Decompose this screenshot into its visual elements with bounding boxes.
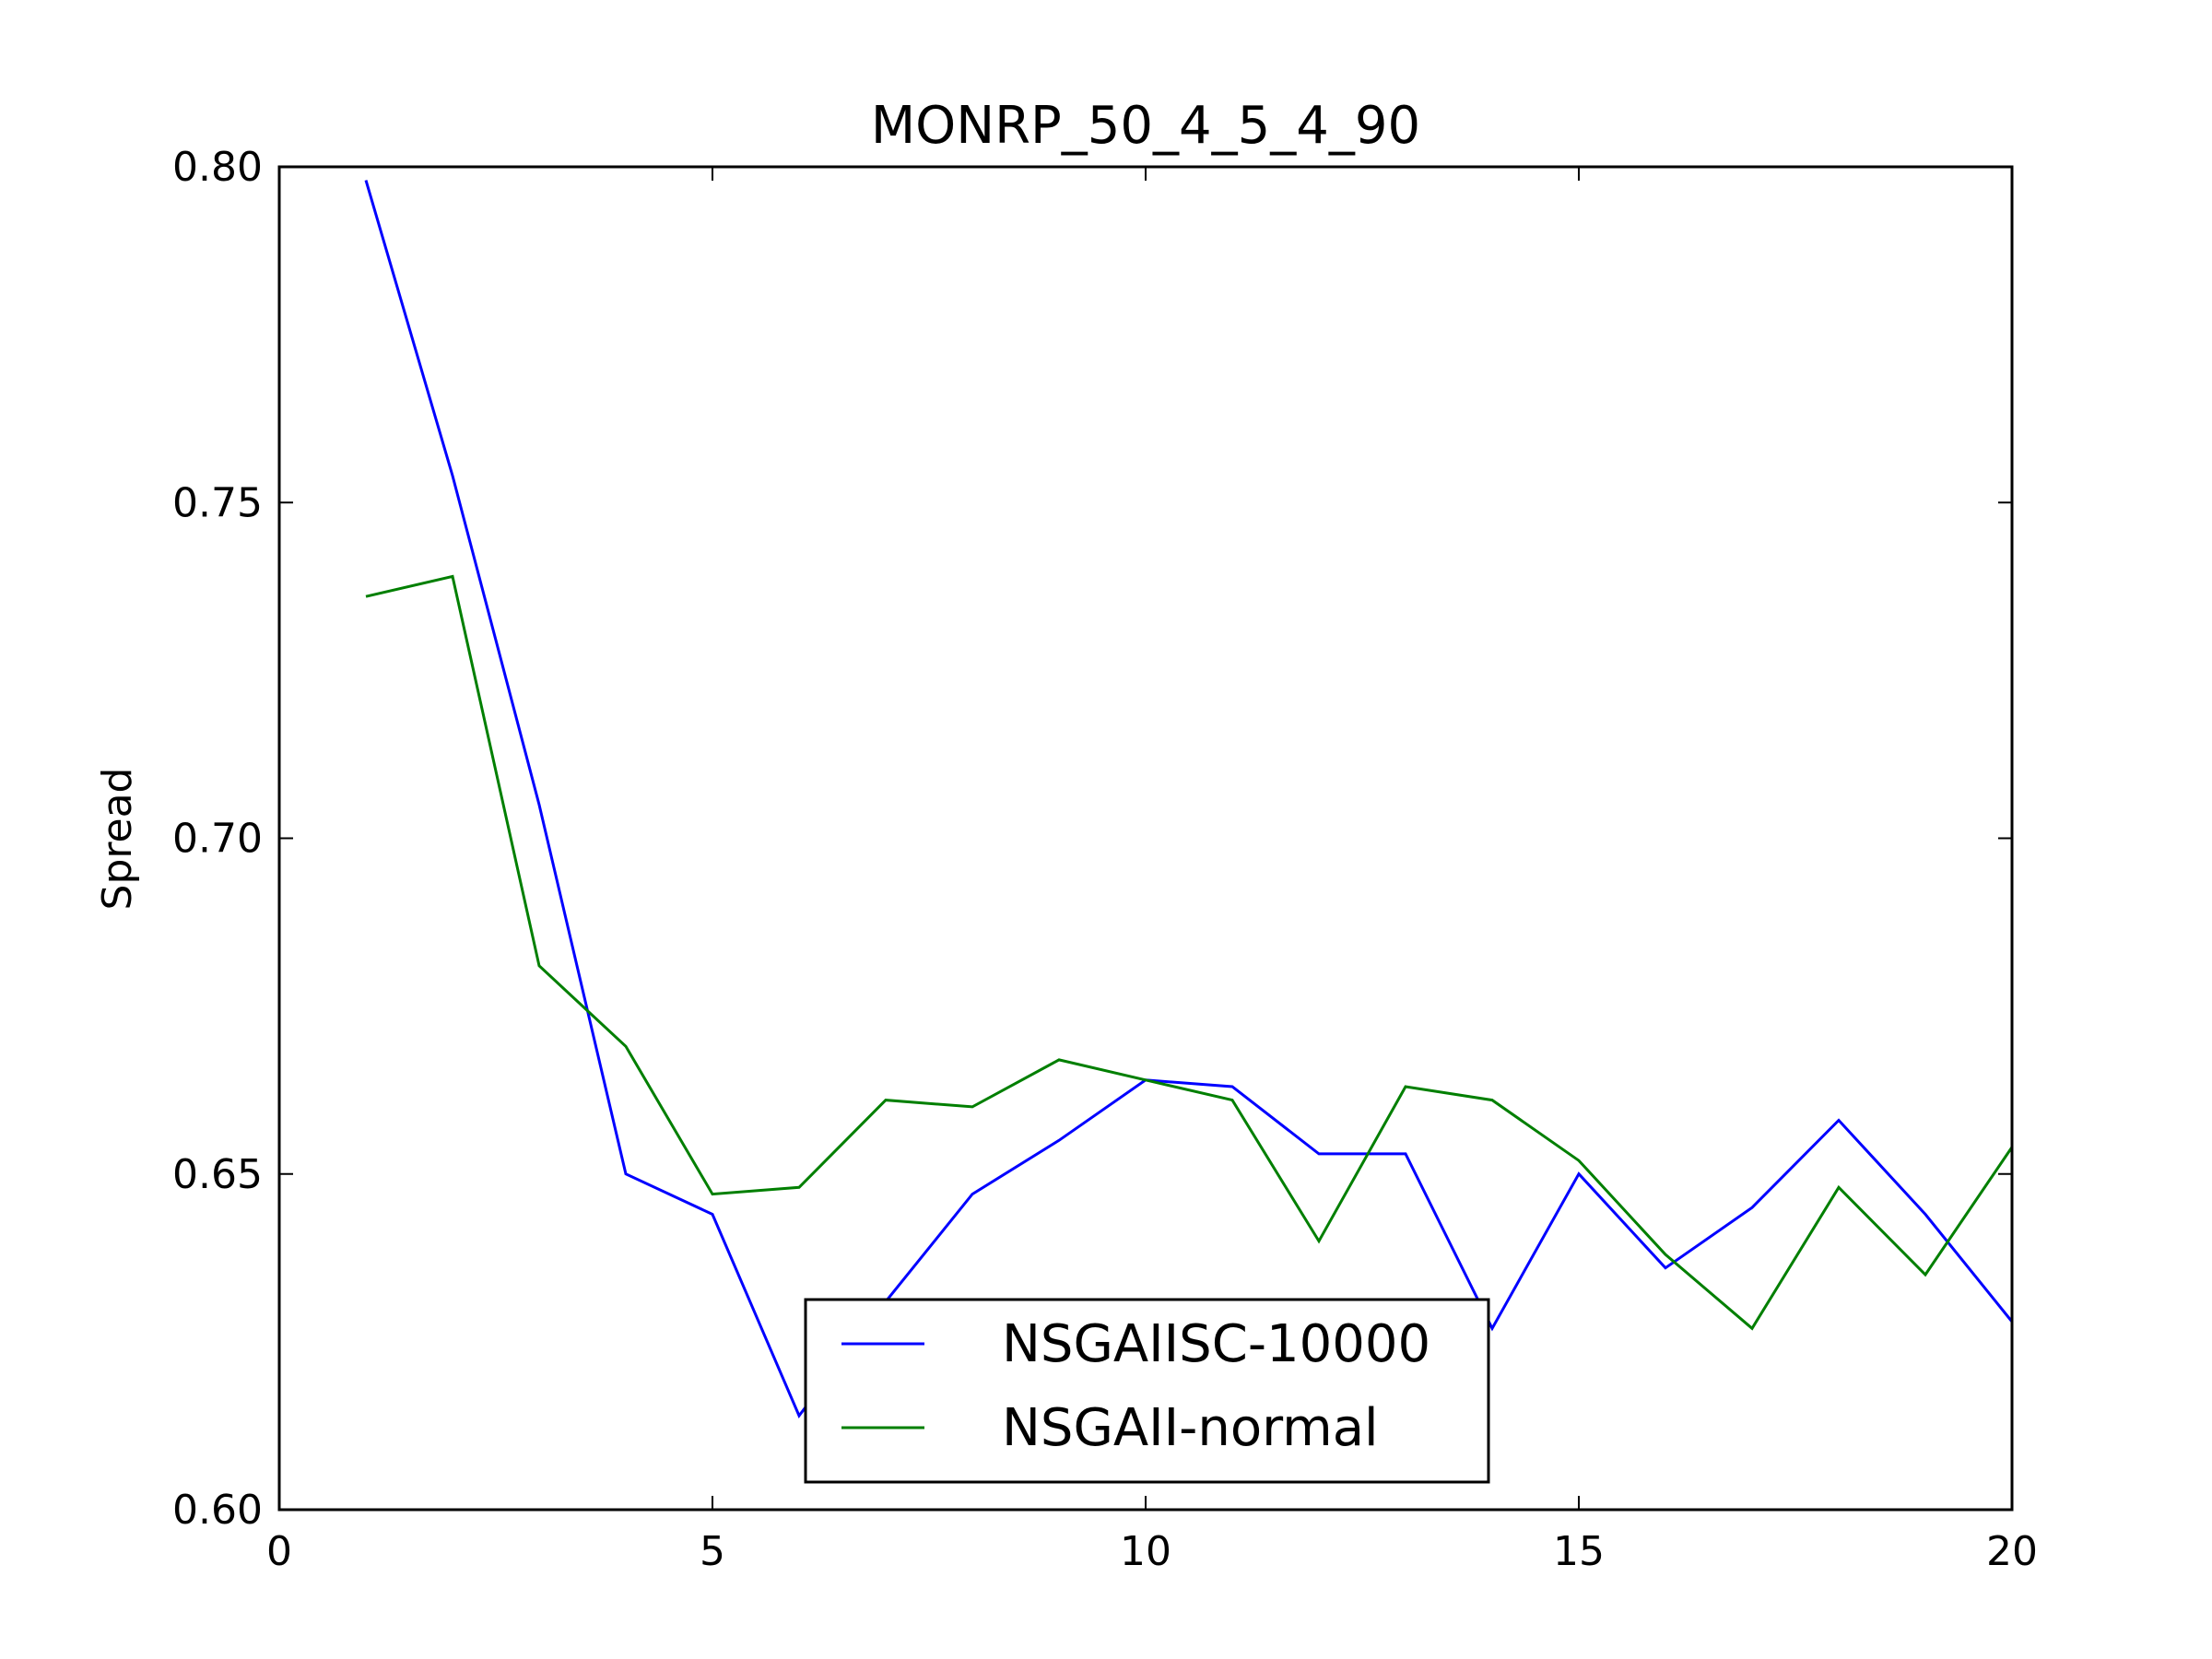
y-tick-label: 0.80 [172, 144, 263, 191]
x-tick-label: 5 [700, 1528, 725, 1575]
series-layer [364, 180, 2014, 1418]
legend-label-nsgaiisc-10000: NSGAIISC-10000 [1002, 1314, 1430, 1374]
series-line-nsgaii-normal [365, 574, 2014, 1331]
y-tick-label: 0.70 [172, 816, 263, 863]
y-axis-label: Spread [94, 768, 141, 911]
tick-layer: 0 5 10 15 20 0.60 0.65 0.70 0.75 0.80 [172, 144, 2038, 1575]
plot-area: 0 5 10 15 20 0.60 0.65 0.70 0.75 0.80 [172, 144, 2038, 1575]
plot-background [279, 167, 2012, 1510]
legend: NSGAIISC-10000 NSGAII-normal [804, 1298, 1490, 1484]
legend-label-nsgaii-normal: NSGAII-normal [1002, 1398, 1379, 1458]
x-tick-label: 0 [266, 1528, 292, 1575]
y-tick-label: 0.65 [172, 1151, 263, 1198]
series-line-nsgaiisc-10000 [364, 180, 2014, 1418]
x-tick-label: 15 [1553, 1528, 1605, 1575]
y-tick-label: 0.60 [172, 1487, 263, 1534]
x-tick-label: 10 [1120, 1528, 1171, 1575]
plot-frame [277, 165, 2014, 1512]
chart-title: MONRP_50_4_5_4_90 [871, 96, 1420, 156]
x-tick-label: 20 [1986, 1528, 2038, 1575]
y-tick-label: 0.75 [172, 479, 263, 526]
legend-box [804, 1298, 1490, 1484]
